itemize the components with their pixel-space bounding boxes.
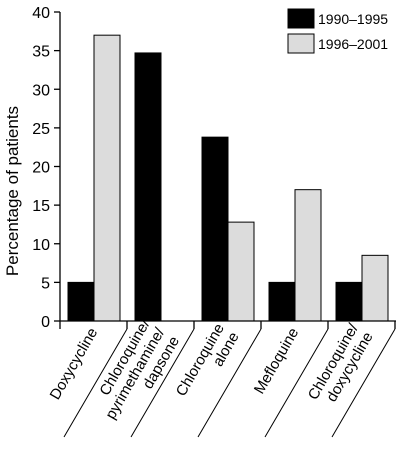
legend-label: 1996–2001	[318, 36, 388, 52]
y-tick-label: 10	[32, 237, 50, 254]
bar	[67, 281, 95, 322]
bar	[93, 34, 121, 322]
category-guide	[331, 328, 396, 438]
bar	[335, 281, 363, 322]
bar	[134, 52, 162, 322]
bar	[227, 221, 255, 322]
bar	[268, 281, 296, 322]
y-tick-label: 20	[32, 160, 50, 177]
legend-swatch	[287, 33, 315, 54]
bars	[67, 34, 389, 322]
category-label: Chloroquinealone	[173, 321, 243, 408]
bar	[201, 136, 229, 322]
category-label: Chloroquine/pyrimethamine/dapsone	[88, 316, 184, 431]
category-label-line: Doxycycline	[47, 325, 102, 403]
y-tick-label: 15	[32, 198, 50, 215]
y-tick-label: 40	[32, 5, 50, 22]
category-guide	[130, 328, 195, 438]
y-tick-label: 25	[32, 121, 50, 138]
category-guide	[197, 328, 262, 438]
bar	[361, 254, 389, 322]
category-label: Doxycycline	[47, 325, 102, 403]
legend-swatch	[287, 8, 315, 29]
category-guide	[63, 328, 128, 438]
y-tick-label: 5	[41, 275, 50, 292]
legend: 1990–1995 1996–2001	[287, 8, 388, 54]
category-guide	[264, 328, 329, 438]
y-tick-label: 35	[32, 44, 50, 61]
y-axis-title: Percentage of patients	[3, 106, 22, 276]
x-axis: DoxycyclineChloroquine/pyrimethamine/dap…	[47, 316, 396, 438]
category-label: Chloroquine/doxycycline	[305, 320, 377, 411]
y-axis: 0 5 10 15 20 25 30 35 40	[32, 5, 61, 331]
y-tick-label: 0	[41, 314, 50, 331]
bar	[294, 189, 322, 322]
legend-label: 1990–1995	[318, 11, 388, 27]
y-tick-label: 30	[32, 82, 50, 99]
